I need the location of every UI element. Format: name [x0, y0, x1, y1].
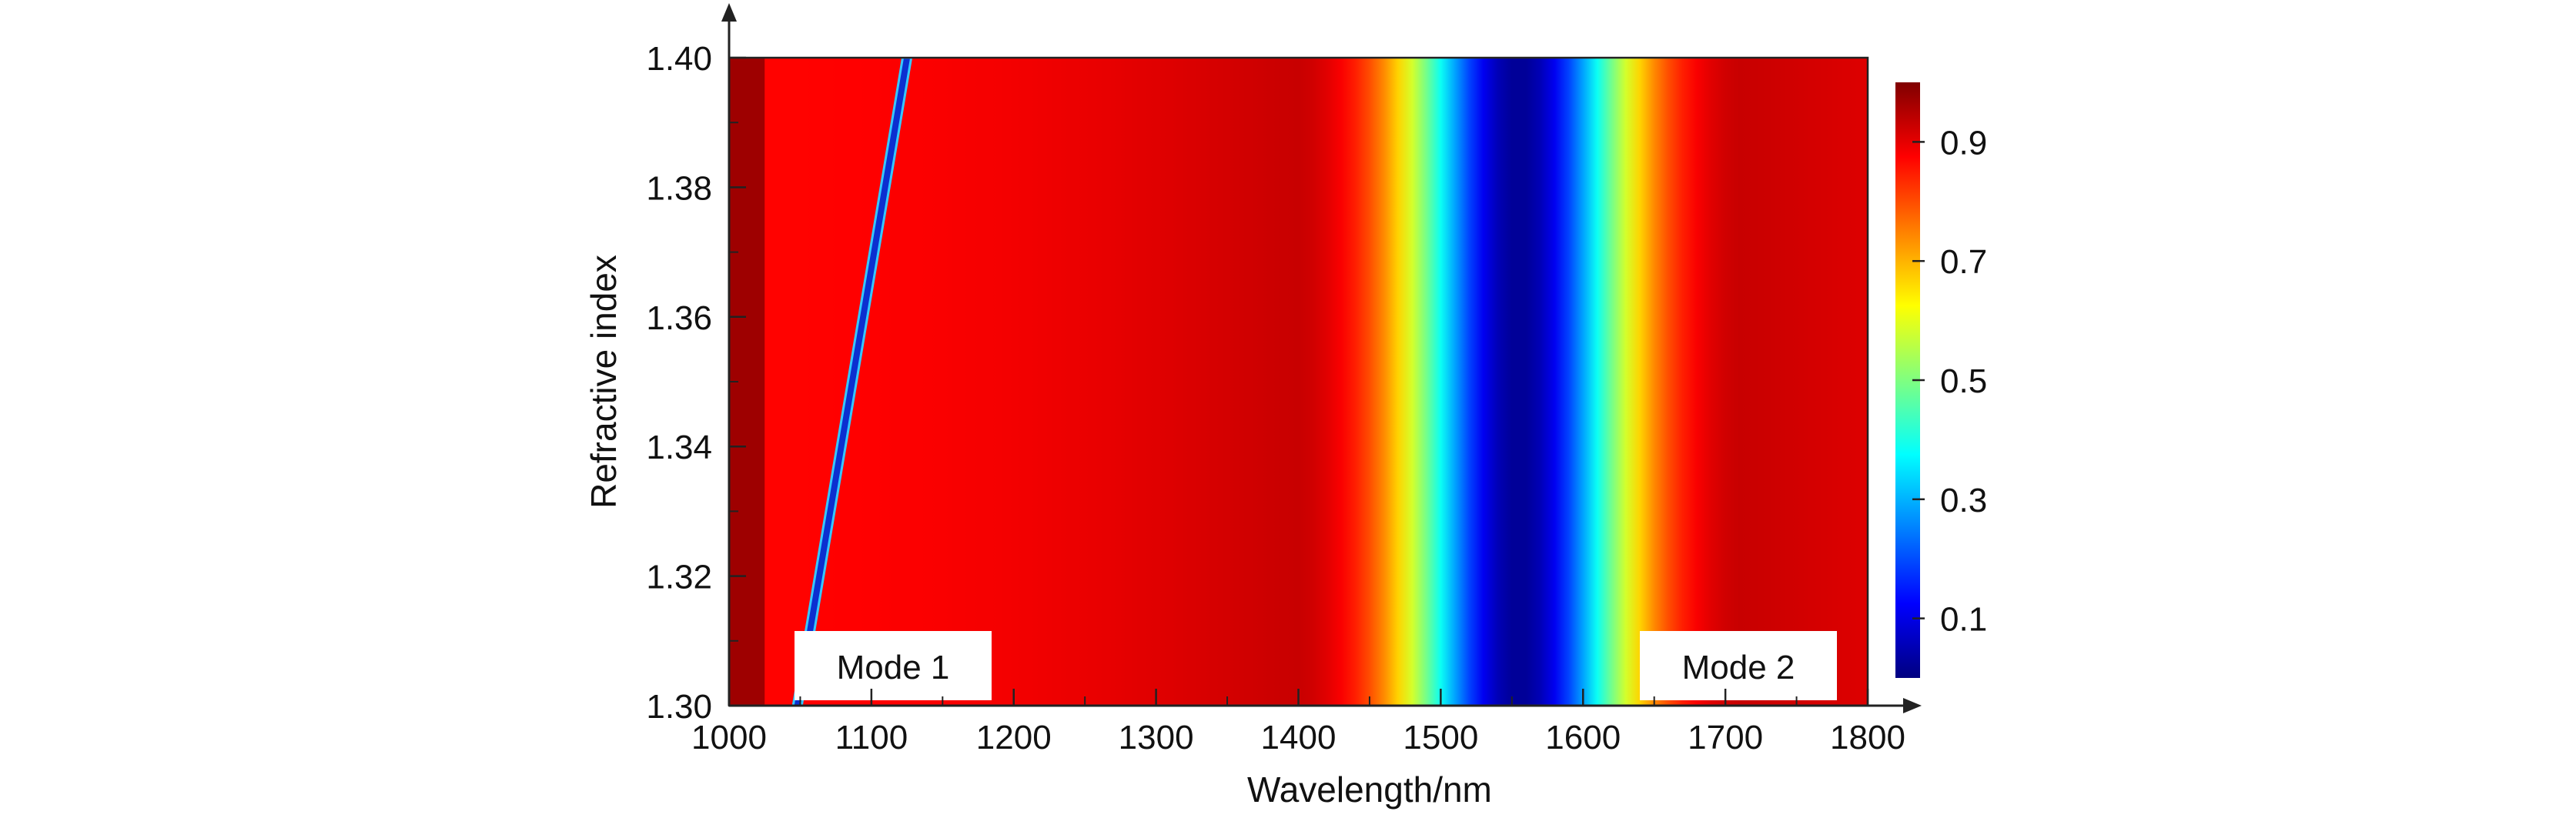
x-tick-label: 1700 [1688, 719, 1763, 756]
mode1-resonance-halo [791, 58, 913, 706]
x-tick-label: 1600 [1545, 719, 1621, 756]
x-tick-label: 1200 [976, 719, 1052, 756]
axes [721, 3, 1922, 713]
y-ticks: 1.30 1.32 1.34 1.36 1.38 1.40 [646, 40, 746, 726]
plot-area [729, 58, 1868, 706]
y-tick-label: 1.32 [646, 559, 712, 596]
x-ticks: 1000 1100 1200 1300 1400 1500 1600 1700 1800 [691, 689, 1905, 756]
x-axis-arrow [1903, 698, 1922, 713]
heatmap-background [729, 58, 1868, 706]
y-tick-label: 1.34 [646, 429, 712, 466]
x-tick-label: 1300 [1119, 719, 1194, 756]
x-tick-label: 1400 [1261, 719, 1337, 756]
x-tick-label: 1000 [691, 719, 767, 756]
y-axis-title: Refractive index [584, 255, 624, 509]
y-tick-label: 1.36 [646, 299, 712, 337]
colorbar: 0.1 0.3 0.5 0.7 0.9 [1895, 82, 1987, 678]
y-tick-label: 1.30 [646, 688, 712, 726]
colorbar-ticks: 0.1 0.3 0.5 0.7 0.9 [1912, 124, 1987, 639]
mode1-resonance-line [793, 58, 912, 706]
x-axis-title: Wavelength/nm [1247, 770, 1492, 810]
colorbar-tick-label: 0.3 [1940, 482, 1987, 519]
colorbar-tick-label: 0.9 [1940, 124, 1987, 162]
colorbar-tick-label: 0.7 [1940, 243, 1987, 281]
mode1-label: Mode 1 [837, 649, 950, 686]
mode2-label: Mode 2 [1682, 649, 1795, 686]
colorbar-tick-label: 0.1 [1940, 601, 1987, 639]
colorbar-tick-label: 0.5 [1940, 362, 1987, 400]
x-tick-label: 1800 [1830, 719, 1905, 756]
mode2-label-box [1640, 631, 1837, 700]
mode1-label-box [795, 631, 992, 700]
x-tick-label: 1500 [1403, 719, 1478, 756]
mode-labels: Mode 1 Mode 2 [795, 631, 1837, 700]
x-tick-label: 1100 [835, 719, 908, 756]
y-tick-label: 1.40 [646, 40, 712, 78]
y-tick-label: 1.38 [646, 169, 712, 207]
y-axis-arrow [721, 3, 737, 22]
